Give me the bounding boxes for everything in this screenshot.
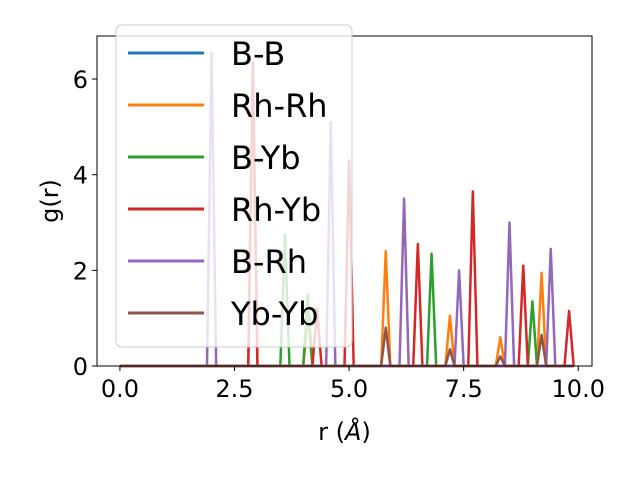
x-axis-label: r (Å) (318, 417, 371, 446)
y-axis-label: g(r) (36, 179, 64, 223)
x-tick-label: 7.5 (445, 375, 483, 403)
legend-label-yb-yb: Yb-Yb (230, 295, 318, 333)
y-tick-label: 0 (73, 353, 88, 381)
y-tick-label: 6 (73, 66, 88, 94)
legend-label-rh-yb: Rh-Yb (231, 191, 321, 229)
x-tick-label: 0.0 (101, 375, 139, 403)
x-tick-label: 10.0 (552, 375, 605, 403)
x-axis-label-prefix: r ( (318, 418, 345, 446)
x-axis-ticks: 0.0 2.5 5.0 7.5 10.0 (101, 366, 605, 403)
legend: B-B Rh-Rh B-Yb Rh-Yb B-Rh Yb-Yb (115, 24, 353, 348)
legend-label-b-b: B-B (231, 35, 285, 73)
x-tick-label: 2.5 (215, 375, 253, 403)
legend-label-rh-rh: Rh-Rh (231, 87, 328, 125)
x-tick-label: 5.0 (330, 375, 368, 403)
x-axis-label-unit: Å (343, 417, 361, 446)
y-axis-ticks: 0 2 4 6 (73, 66, 97, 381)
legend-label-b-yb: B-Yb (231, 139, 301, 177)
y-tick-label: 2 (73, 257, 88, 285)
y-tick-label: 4 (73, 162, 88, 190)
legend-label-b-rh: B-Rh (231, 243, 307, 281)
x-axis-label-suffix: ) (361, 418, 370, 446)
